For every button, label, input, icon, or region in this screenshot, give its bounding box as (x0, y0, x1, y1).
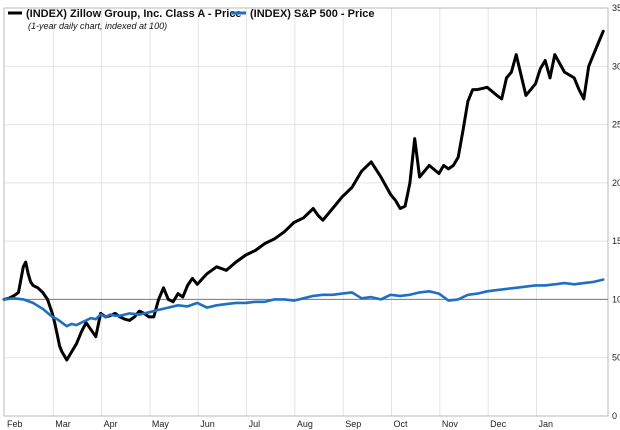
x-tick-label: Apr (104, 419, 118, 429)
x-tick-label: Jan (538, 419, 553, 429)
y-tick-label: 100 (612, 294, 620, 304)
y-axis-ticks: 0 50 100 150 200 250 300 350 (612, 3, 620, 421)
x-tick-label: Oct (394, 419, 409, 429)
x-tick-label: Dec (490, 419, 507, 429)
x-axis-ticks: Feb Mar Apr May Jun Jul Aug Sep Oct Nov Dec Jan (7, 419, 553, 429)
y-tick-label: 150 (612, 236, 620, 246)
y-tick-label: 350 (612, 3, 620, 13)
legend: (INDEX) Zillow Group, Inc. Class A - Pri… (8, 8, 375, 31)
series-line-zillow (2, 29, 605, 362)
x-tick-label: Aug (297, 419, 313, 429)
series-layer (2, 29, 605, 362)
y-tick-label: 50 (612, 353, 620, 363)
x-tick-label: Nov (442, 419, 459, 429)
chart-subtitle: (1-year daily chart, indexed at 100) (28, 21, 167, 31)
y-tick-label: 300 (612, 61, 620, 71)
x-tick-label: Mar (55, 419, 71, 429)
y-tick-label: 250 (612, 120, 620, 130)
gridlines (4, 8, 608, 416)
y-tick-label: 200 (612, 178, 620, 188)
y-tick-label: 0 (612, 411, 617, 421)
x-tick-label: Jun (200, 419, 215, 429)
x-tick-label: May (152, 419, 170, 429)
plot-frame (3, 7, 609, 417)
legend-label-zillow: (INDEX) Zillow Group, Inc. Class A - Pri… (26, 8, 242, 20)
series-line-sp500 (2, 278, 605, 328)
x-tick-label: Sep (345, 419, 361, 429)
x-tick-label: Jul (249, 419, 261, 429)
legend-label-sp500: (INDEX) S&P 500 - Price (250, 8, 375, 20)
x-tick-label: Feb (7, 419, 23, 429)
